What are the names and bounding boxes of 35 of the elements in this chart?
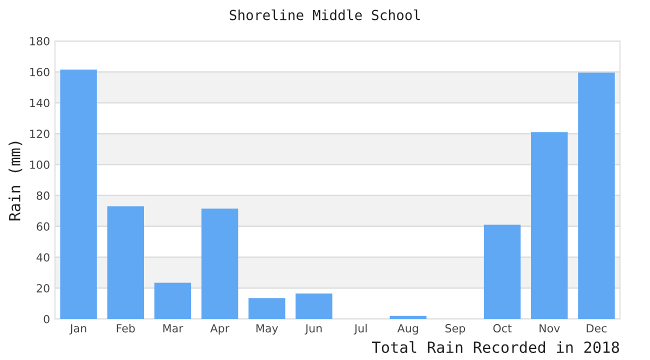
bar — [484, 224, 521, 319]
x-tick-label: May — [256, 324, 278, 335]
y-tick-label: 80 — [36, 191, 50, 200]
y-tick-label: 0 — [44, 314, 50, 324]
x-tick-label: Nov — [540, 324, 560, 332]
x-tick-label: Oct — [493, 324, 512, 332]
bar — [390, 316, 426, 319]
y-axis-title: Rain (mm) — [8, 142, 22, 220]
x-tick-label: Sep — [445, 324, 466, 335]
bar — [531, 132, 568, 319]
x-tick-label: Apr — [210, 324, 230, 335]
bar — [60, 70, 97, 319]
x-tick-label: Dec — [586, 324, 607, 332]
bar — [296, 294, 332, 319]
bar — [201, 208, 238, 319]
x-tick-label: Feb — [116, 324, 135, 332]
y-tick-label: 120 — [30, 130, 50, 138]
bar — [154, 282, 192, 319]
y-tick-label: 100 — [30, 160, 50, 169]
x-tick-label: Jul — [354, 324, 367, 335]
y-tick-label: 140 — [30, 98, 50, 108]
x-tick-label: Jan — [69, 324, 86, 335]
x-tick-label: Aug — [397, 324, 418, 335]
bar — [578, 72, 615, 319]
x-tick-label: Mar — [163, 324, 184, 332]
y-tick-label: 40 — [36, 253, 50, 262]
bar — [248, 298, 286, 319]
y-tick-label: 180 — [30, 36, 50, 46]
y-tick-label: 60 — [36, 222, 50, 231]
x-tick-label: Jun — [304, 324, 322, 335]
y-tick-label: 160 — [30, 68, 50, 76]
chart-title: Shoreline Middle School — [230, 9, 420, 20]
x-axis-title: Total Rain Recorded in 2018 — [372, 341, 620, 354]
y-tick-label: 20 — [36, 284, 50, 292]
bar — [107, 206, 144, 319]
